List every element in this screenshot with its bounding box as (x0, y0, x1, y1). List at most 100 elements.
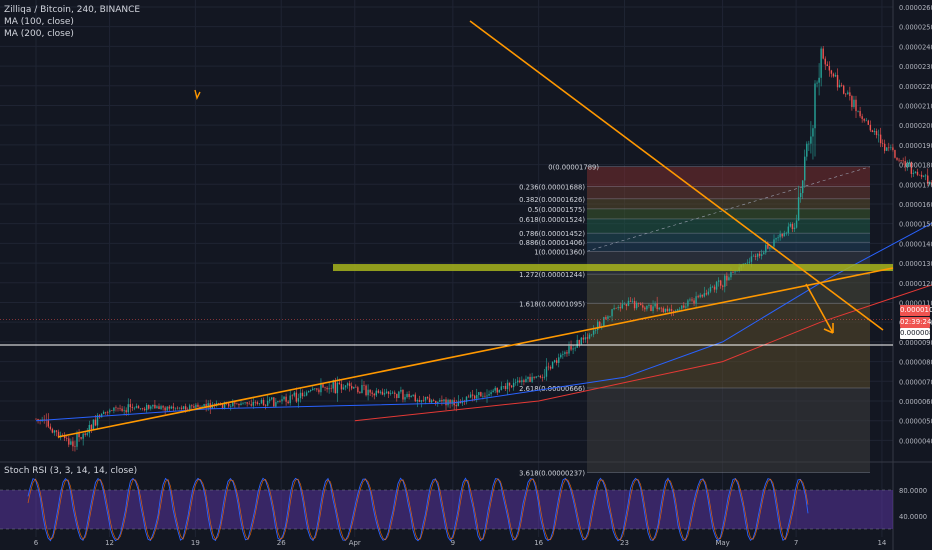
candle-body (269, 399, 271, 401)
price-tick-label: 0.00001300 (899, 260, 932, 268)
candle-body (726, 275, 728, 281)
candle-body (158, 406, 160, 409)
fib-band (587, 387, 870, 473)
candle-body (517, 380, 519, 383)
candle-body (422, 400, 425, 401)
candle-body (580, 337, 582, 345)
candle-body (168, 406, 170, 409)
fib-level-label: 0.5(0.00001575) (528, 206, 586, 214)
candle-body (250, 404, 252, 406)
candle-body (713, 286, 716, 290)
candle-body (86, 433, 88, 435)
candle-body (328, 388, 330, 390)
candle-body (615, 308, 617, 309)
candle-body (398, 391, 400, 399)
candle-body (355, 386, 357, 388)
candle-body (207, 403, 209, 408)
candle-body (180, 407, 183, 409)
ma200-legend[interactable]: MA (200, close) (4, 29, 74, 39)
candle-body (703, 293, 705, 297)
ma100-legend[interactable]: MA (100, close) (4, 17, 74, 27)
candle-body (644, 307, 646, 310)
candle-body (920, 174, 923, 177)
candle-body (832, 73, 835, 77)
candle-body (367, 389, 369, 396)
candle-body (322, 384, 324, 388)
candle-body (553, 360, 556, 363)
candle-body (722, 285, 724, 287)
fib-level-label: 0.886(0.00001406) (519, 239, 585, 247)
candle-body (164, 407, 166, 411)
candle-body (871, 130, 874, 133)
candle-body (908, 161, 910, 164)
candle-body (611, 309, 613, 317)
price-tick-label: 0.00000900 (899, 339, 932, 347)
price-tick-label: 0.00002400 (899, 43, 932, 51)
candle-body (437, 401, 439, 404)
candle-body (746, 262, 749, 264)
fib-band (587, 242, 870, 252)
candle-body (699, 294, 701, 298)
check-mark (194, 89, 201, 101)
candle-body (750, 256, 753, 262)
stoch-rsi-label[interactable]: Stoch RSI (3, 3, 14, 14, close) (4, 466, 138, 476)
candle-body (305, 392, 308, 396)
time-tick-label: 7 (794, 539, 798, 547)
candle-body (547, 366, 550, 368)
candle-body (476, 395, 478, 399)
candle-body (172, 406, 175, 409)
candle-body (279, 401, 281, 402)
time-axis[interactable]: 6121926Apr91623May71421Jun111825Jul9 (34, 539, 932, 547)
candle-body (92, 419, 95, 430)
candle-body (888, 147, 890, 149)
candle-body (80, 437, 82, 439)
symbol-title[interactable]: Zilliqa / Bitcoin, 240, BINANCE (4, 5, 141, 15)
candle-body (266, 400, 269, 406)
candle-body (182, 406, 185, 409)
candle-body (500, 386, 503, 390)
candle-body (365, 385, 367, 396)
candle-body (336, 382, 339, 394)
candle-body (162, 406, 164, 408)
candle-body (521, 380, 523, 383)
stoch-rsi-pane[interactable]: 80.0000 40.0000 (0, 477, 927, 542)
candle-body (879, 134, 882, 144)
candle-body (215, 403, 218, 405)
candle-body (117, 407, 119, 409)
fib-level-label: 0.618(0.00001524) (519, 216, 585, 224)
candle-body (715, 281, 718, 290)
trend-drawings[interactable] (0, 20, 894, 438)
candle-body (353, 386, 355, 389)
candle-body (330, 388, 332, 389)
time-tick-label: 9 (451, 539, 455, 547)
candle-body (508, 382, 511, 386)
candle-body (232, 402, 234, 407)
candle-body (109, 410, 111, 413)
candle-body (875, 131, 878, 136)
fib-level-label: 0.382(0.00001626) (519, 196, 585, 204)
candle-body (890, 147, 892, 149)
candle-body (592, 330, 595, 335)
candle-body (484, 395, 486, 397)
candle-body (631, 301, 634, 302)
candle-body (545, 366, 548, 377)
candle-body (107, 412, 109, 413)
price-axis[interactable]: 0.00002600 0.00002500 0.00002400 0.00002300… (899, 4, 932, 445)
candle-body (400, 389, 402, 392)
candle-body (640, 303, 642, 306)
candle-body (102, 411, 105, 414)
candle-body (433, 400, 435, 401)
fib-level-label: 1.618(0.00001095) (519, 300, 585, 308)
fib-level-label: 0.236(0.00001688) (519, 184, 585, 192)
candle-body (244, 402, 246, 403)
candle-body (896, 157, 898, 160)
candle-body (814, 83, 816, 129)
candle-body (785, 232, 787, 234)
candle-body (119, 408, 121, 409)
candle-body (303, 395, 306, 397)
candle-body (498, 389, 500, 393)
price-tick-label: 0.00001500 (899, 221, 932, 229)
candle-body (418, 400, 421, 402)
candle-body (332, 380, 334, 389)
